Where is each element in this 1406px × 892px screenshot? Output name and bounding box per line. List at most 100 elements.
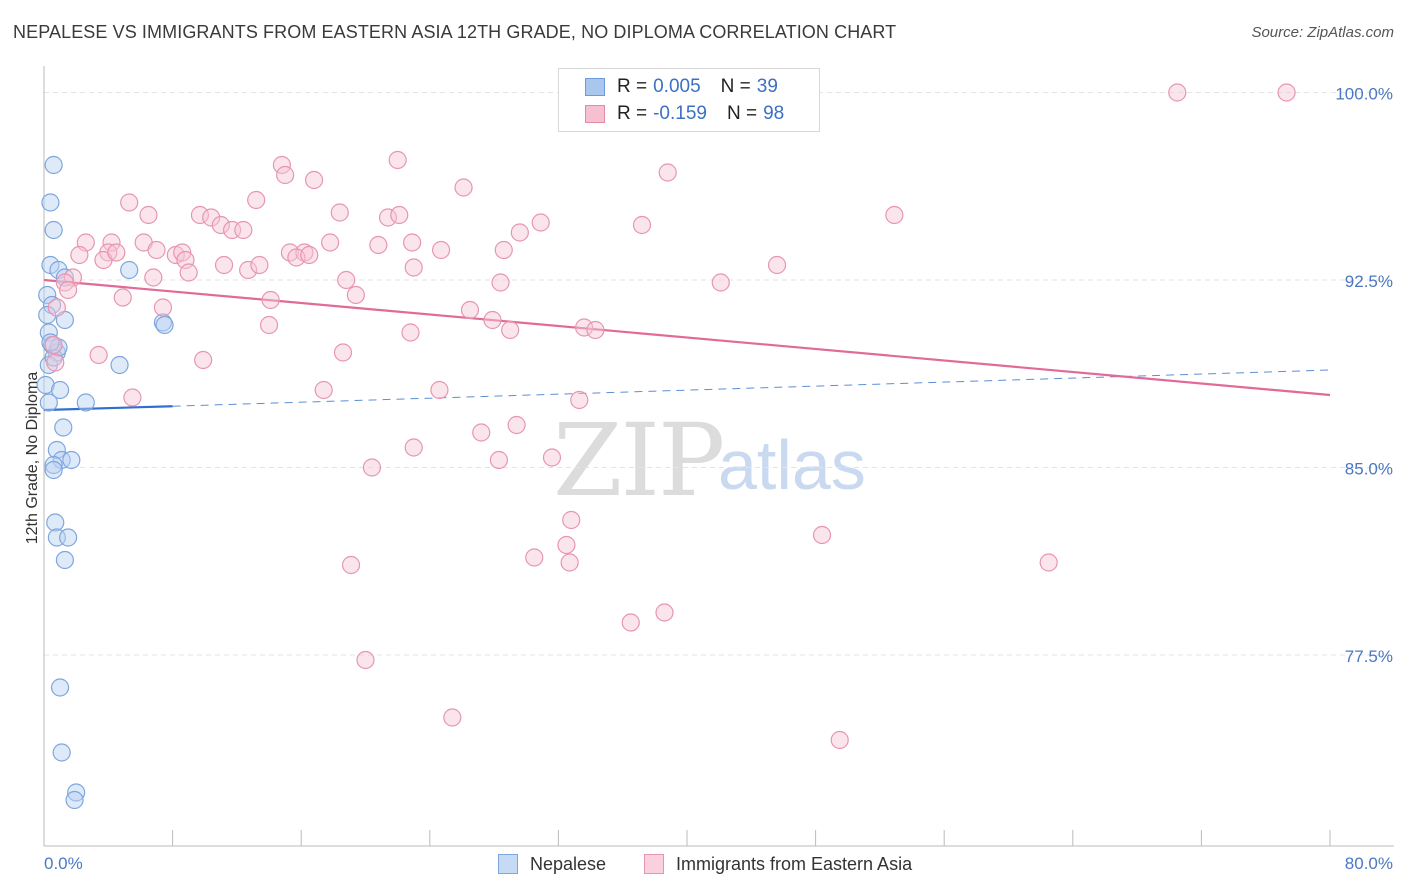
trend-line-nepalese-extended	[172, 369, 1331, 407]
point-nepalese	[47, 440, 66, 460]
point-eastern-asia	[404, 438, 423, 457]
point-eastern-asia	[102, 233, 121, 252]
point-eastern-asia	[562, 510, 581, 530]
legend-n-value: 39	[756, 76, 778, 97]
point-nepalese	[36, 375, 55, 395]
point-eastern-asia	[234, 220, 253, 240]
legend-r-label: R =	[617, 76, 648, 97]
point-eastern-asia	[404, 258, 423, 277]
point-eastern-asia	[239, 260, 258, 280]
y-tick-label: 85.0%	[1345, 460, 1393, 479]
legend-r-value: 0.005	[653, 76, 701, 97]
point-nepalese	[44, 455, 63, 475]
point-eastern-asia	[430, 380, 449, 400]
point-eastern-asia	[655, 603, 674, 622]
point-eastern-asia	[525, 548, 544, 567]
point-eastern-asia	[812, 525, 832, 545]
legend-n-value: 98	[763, 103, 785, 124]
point-eastern-asia	[113, 288, 132, 307]
point-nepalese	[62, 450, 81, 470]
y-tick-label: 77.5%	[1345, 647, 1393, 666]
point-nepalese	[67, 783, 86, 802]
watermark-atlas: atlas	[718, 426, 866, 504]
legend-swatch-eastern-asia	[585, 105, 605, 123]
point-eastern-asia	[390, 205, 409, 225]
point-eastern-asia	[333, 343, 353, 362]
point-nepalese	[41, 193, 60, 212]
point-eastern-asia	[531, 213, 550, 232]
point-eastern-asia	[443, 708, 462, 727]
point-eastern-asia	[570, 390, 589, 410]
point-eastern-asia	[501, 320, 520, 340]
legend-swatch-eastern-asia	[644, 854, 664, 874]
point-eastern-asia	[542, 448, 562, 467]
point-eastern-asia	[356, 650, 375, 670]
legend-item-nepalese[interactable]: Nepalese	[498, 852, 606, 876]
point-eastern-asia	[120, 193, 139, 212]
point-eastern-asia	[276, 165, 295, 185]
point-eastern-asia	[139, 205, 158, 225]
axes	[43, 66, 1394, 847]
point-nepalese	[110, 355, 129, 375]
point-eastern-asia	[1168, 83, 1187, 102]
y-tick-label: 100.0%	[1335, 85, 1393, 104]
point-eastern-asia	[557, 535, 576, 555]
point-nepalese	[41, 333, 60, 352]
point-eastern-asia	[431, 240, 451, 260]
point-nepalese	[38, 285, 57, 305]
point-eastern-asia	[179, 263, 198, 282]
point-eastern-asia	[711, 273, 730, 292]
legend-r-label: R =	[617, 103, 648, 124]
legend-n-label: N =	[720, 76, 751, 97]
legend-r-value: -0.159	[653, 103, 707, 124]
x-tick-label: 80.0%	[1345, 854, 1393, 873]
point-eastern-asia	[560, 553, 579, 572]
legend-row-eastern-asia: R = -0.159 N = 98	[585, 101, 784, 127]
point-eastern-asia	[362, 458, 382, 477]
source-label: Source: ZipAtlas.com	[1251, 24, 1394, 41]
point-nepalese	[44, 460, 63, 480]
gridlines	[44, 92, 1394, 656]
point-nepalese	[55, 550, 74, 570]
y-axis-label: 12th Grade, No Diploma	[24, 372, 41, 545]
trend-line-nepalese	[43, 405, 173, 412]
point-nepalese	[50, 380, 70, 400]
point-eastern-asia	[70, 245, 89, 265]
legend-n-label: N =	[726, 103, 758, 124]
point-eastern-asia	[586, 320, 605, 340]
correlation-legend: R = 0.005 N = 39 R = -0.159 N = 98	[558, 68, 820, 132]
point-eastern-asia	[211, 215, 230, 235]
legend-item-eastern-asia[interactable]: Immigrants from Eastern Asia	[644, 852, 912, 876]
point-eastern-asia	[767, 255, 787, 275]
point-nepalese	[155, 315, 174, 335]
point-eastern-asia	[330, 203, 349, 222]
trend-lines	[43, 278, 1331, 412]
point-nepalese	[76, 393, 95, 412]
point-eastern-asia	[621, 613, 640, 632]
point-eastern-asia	[337, 270, 356, 290]
point-eastern-asia	[885, 205, 904, 225]
point-nepalese	[44, 220, 63, 240]
point-nepalese	[39, 393, 58, 412]
point-eastern-asia	[314, 380, 333, 400]
point-eastern-asia	[454, 178, 473, 197]
point-eastern-asia	[300, 245, 319, 265]
point-eastern-asia	[272, 155, 292, 175]
point-eastern-asia	[403, 233, 422, 252]
chart-title: NEPALESE VS IMMIGRANTS FROM EASTERN ASIA…	[13, 22, 897, 42]
series-legend: Nepalese Immigrants from Eastern Asia	[0, 852, 1406, 878]
point-eastern-asia	[261, 290, 280, 310]
x-tick-label: 0.0%	[44, 854, 83, 873]
point-eastern-asia	[147, 240, 166, 260]
point-nepalese	[38, 305, 57, 325]
point-eastern-asia	[194, 350, 213, 370]
point-eastern-asia	[123, 388, 142, 407]
point-eastern-asia	[250, 255, 269, 275]
point-nepalese	[59, 528, 78, 547]
point-eastern-asia	[1277, 83, 1296, 102]
point-nepalese	[54, 418, 73, 437]
point-eastern-asia	[107, 243, 126, 262]
data-points	[36, 83, 1296, 810]
watermark-zip: ZIP	[553, 402, 725, 519]
